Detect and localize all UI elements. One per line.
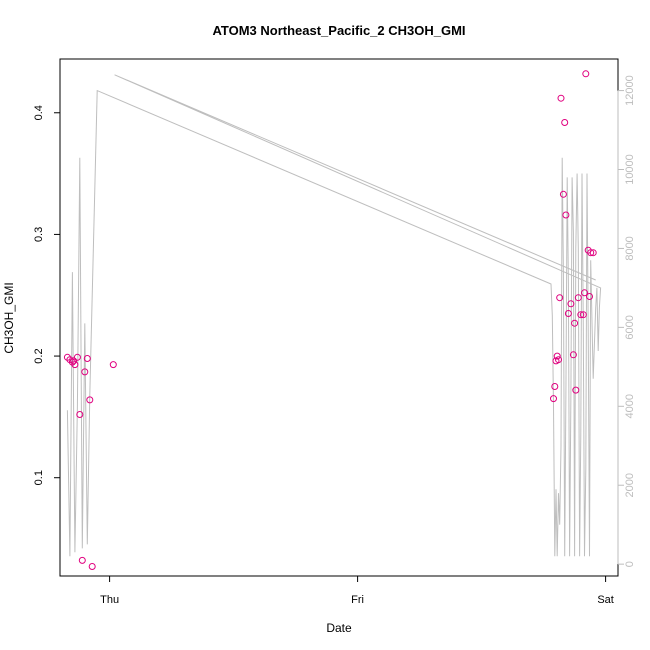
data-point (581, 289, 588, 297)
data-point (70, 357, 78, 365)
data-point (586, 293, 593, 300)
data-point (574, 294, 582, 302)
y2-tick-label: 12000 (624, 75, 636, 106)
data-point (562, 211, 570, 219)
data-point (78, 556, 86, 564)
data-point (71, 361, 79, 369)
data-point (571, 319, 579, 327)
y2-tick-label: 8000 (624, 236, 636, 260)
data-point (587, 249, 595, 257)
x-tick-label: Fri (351, 594, 364, 606)
data-point (589, 249, 597, 257)
series-layer (63, 70, 602, 570)
data-point (582, 70, 590, 78)
data-point (561, 119, 569, 126)
data-point (73, 353, 81, 361)
data-point (569, 351, 577, 359)
data-point (567, 300, 575, 308)
data-point (83, 355, 91, 362)
x-axis-label: Date (326, 621, 352, 635)
y-axis-right: 0 2000 4000 6000 8000 10000 12000 (617, 75, 636, 567)
y-tick-label: 0.4 (33, 105, 45, 120)
y-tick-label: 0.3 (33, 227, 45, 242)
altitude-line (66, 74, 602, 557)
data-point (559, 190, 567, 198)
data-point (555, 356, 562, 364)
data-point (81, 368, 89, 376)
data-point (556, 294, 564, 302)
data-point (579, 311, 587, 319)
data-point (86, 396, 94, 404)
y2-tick-label: 2000 (624, 473, 636, 497)
data-point (109, 361, 117, 369)
y-tick-label: 0.1 (33, 470, 45, 485)
y-tick-label: 0.2 (33, 348, 45, 363)
y-axis-label: CH3OH_GMI (2, 282, 16, 353)
chart-title: ATOM3 Northeast_Pacific_2 CH3OH_GMI (212, 23, 465, 38)
data-point (557, 94, 565, 102)
y2-tick-label: 0 (624, 561, 636, 567)
data-point (553, 352, 561, 360)
y-axis-left: 0.1 0.2 0.3 0.4 (33, 105, 61, 485)
data-point (88, 563, 96, 570)
y2-tick-label: 10000 (624, 154, 636, 185)
data-point (564, 310, 572, 317)
x-tick-label: Thu (100, 594, 119, 606)
data-point (572, 386, 580, 394)
x-axis: Thu Fri Sat (100, 575, 614, 606)
y2-tick-label: 4000 (624, 394, 636, 418)
data-point (551, 383, 559, 390)
data-point (550, 395, 557, 403)
plot-frame (59, 58, 619, 577)
data-point (76, 411, 84, 418)
y2-tick-label: 6000 (624, 315, 636, 339)
data-point (577, 311, 585, 319)
x-tick-label: Sat (597, 594, 614, 606)
